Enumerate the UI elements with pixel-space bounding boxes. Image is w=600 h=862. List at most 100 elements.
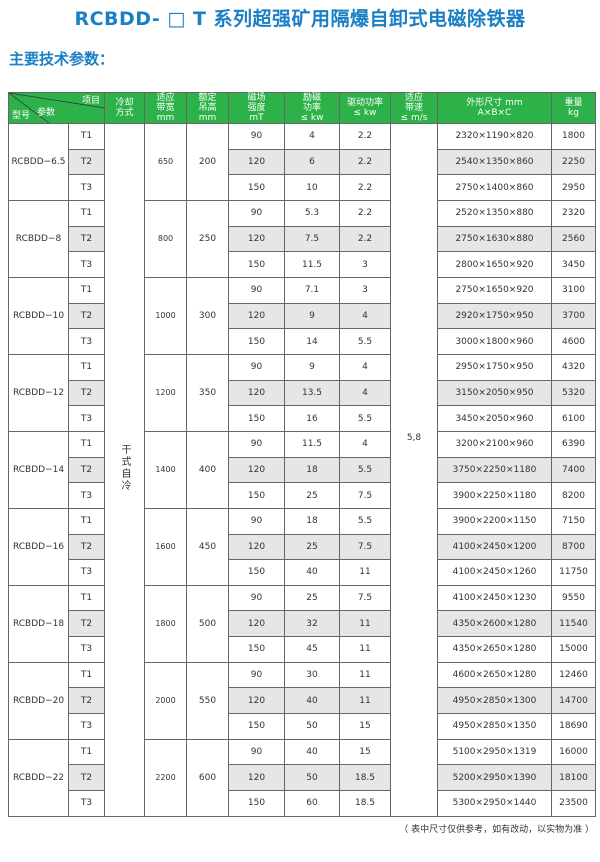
variant-cell: T3	[68, 482, 105, 509]
lift-height-cell: 300	[186, 276, 229, 355]
field-cell: 150	[228, 251, 285, 278]
weight-cell: 5320	[551, 379, 596, 407]
drive-cell: 11	[339, 610, 391, 638]
drive-cell: 5.5	[339, 507, 391, 535]
page-title: RCBDD- □ T 系列超强矿用隔爆自卸式电磁除铁器	[74, 8, 526, 30]
lift-height-cell: 400	[186, 430, 229, 509]
section-subtitle: 主要技术参数：	[9, 50, 115, 68]
drive-cell: 11	[339, 636, 391, 663]
model-cell: RCBDD−6.5	[8, 123, 69, 201]
corner-header: 项目 参数 型号	[8, 92, 105, 124]
drive-cell: 3	[339, 251, 391, 278]
lift-height-cell: 450	[186, 507, 229, 586]
weight-cell: 15000	[551, 636, 596, 663]
weight-cell: 7400	[551, 456, 596, 484]
weight-cell: 3450	[551, 251, 596, 278]
variant-cell: T3	[68, 251, 105, 278]
weight-cell: 16000	[551, 738, 596, 766]
field-cell: 120	[228, 379, 285, 407]
variant-cell: T2	[68, 148, 105, 176]
dims-cell: 3200×2100×960	[437, 430, 552, 458]
h-text: 吊高	[198, 103, 217, 113]
variant-cell: T3	[68, 328, 105, 355]
lift-height-cell: 200	[186, 123, 229, 201]
weight-cell: 2250	[551, 148, 596, 176]
table-row: T3 150 40 11 4100×2450×1260 11750	[9, 559, 596, 586]
h-text: mT	[249, 113, 264, 123]
weight-cell: 23500	[551, 790, 596, 817]
field-cell: 90	[228, 199, 285, 227]
table-row: T3 150 11.5 3 2800×1650×920 3450	[9, 251, 596, 278]
field-cell: 150	[228, 790, 285, 817]
cooling-value: 干式自冷	[119, 444, 130, 493]
belt-width-cell: 2000	[144, 661, 187, 740]
weight-cell: 14700	[551, 687, 596, 715]
drive-cell: 4	[339, 302, 391, 330]
excite-cell: 5.3	[284, 199, 340, 227]
table-row: T2 120 18 5.5 3750×2250×1180 7400	[9, 456, 596, 484]
drive-cell: 11	[339, 661, 391, 689]
drive-cell: 7.5	[339, 584, 391, 612]
excite-cell: 4	[284, 123, 340, 150]
lift-height-cell: 550	[186, 661, 229, 740]
field-cell: 150	[228, 174, 285, 201]
excite-cell: 10	[284, 174, 340, 201]
field-cell: 150	[228, 328, 285, 355]
variant-cell: T2	[68, 379, 105, 407]
drive-cell: 18.5	[339, 764, 391, 792]
weight-cell: 8700	[551, 533, 596, 561]
field-cell: 150	[228, 482, 285, 509]
excite-cell: 30	[284, 661, 340, 689]
drive-cell: 3	[339, 276, 391, 304]
weight-cell: 11750	[551, 559, 596, 586]
weight-cell: 2560	[551, 225, 596, 253]
drive-cell: 18.5	[339, 790, 391, 817]
variant-cell: T3	[68, 713, 105, 740]
field-cell: 90	[228, 738, 285, 766]
h-text: 适应	[156, 93, 175, 103]
variant-cell: T1	[68, 353, 105, 381]
table-row: T2 120 7.5 2.2 2750×1630×880 2560	[9, 225, 596, 253]
model-cell: RCBDD−18	[8, 584, 69, 663]
dims-cell: 2320×1190×820	[437, 123, 552, 150]
weight-cell: 8200	[551, 482, 596, 509]
drive-cell: 15	[339, 713, 391, 740]
table-row: T3 150 50 15 4950×2850×1350 18690	[9, 713, 596, 740]
field-cell: 90	[228, 584, 285, 612]
h-text: 磁场	[247, 93, 266, 103]
table-row: T2 120 25 7.5 4100×2450×1200 8700	[9, 533, 596, 561]
variant-cell: T2	[68, 533, 105, 561]
h-text: 励磁	[302, 93, 321, 103]
header-cooling: 冷却方式	[104, 92, 145, 124]
weight-cell: 11540	[551, 610, 596, 638]
excite-cell: 7.5	[284, 225, 340, 253]
field-cell: 120	[228, 764, 285, 792]
drive-cell: 15	[339, 738, 391, 766]
field-cell: 120	[228, 687, 285, 715]
weight-cell: 4600	[551, 328, 596, 355]
variant-cell: T1	[68, 430, 105, 458]
drive-cell: 4	[339, 430, 391, 458]
drive-cell: 4	[339, 379, 391, 407]
corner-item-label: 项目	[81, 96, 100, 106]
weight-cell: 6390	[551, 430, 596, 458]
dims-cell: 4950×2850×1300	[437, 687, 552, 715]
excite-cell: 40	[284, 687, 340, 715]
belt-width-cell: 1200	[144, 353, 187, 432]
dims-cell: 3000×1800×960	[437, 328, 552, 355]
belt-width-cell: 1000	[144, 276, 187, 355]
excite-cell: 45	[284, 636, 340, 663]
excite-cell: 9	[284, 302, 340, 330]
table-row: RCBDD−10 T1 1000 300 90 7.1 3 2750×1650×920 3100	[8, 276, 596, 355]
header-weight: 重量 kg	[551, 92, 596, 124]
header-field: 磁场 强度 mT	[228, 92, 285, 124]
drive-cell: 2.2	[339, 225, 391, 253]
excite-cell: 11.5	[284, 430, 340, 458]
lift-height-cell: 350	[186, 353, 229, 432]
model-cell: RCBDD−10	[8, 276, 69, 355]
belt-width-cell: 800	[144, 199, 187, 278]
lift-height-cell: 600	[186, 738, 229, 817]
field-cell: 150	[228, 405, 285, 432]
excite-cell: 40	[284, 738, 340, 766]
table-row: T2 120 40 11 4950×2850×1300 14700	[9, 687, 596, 715]
